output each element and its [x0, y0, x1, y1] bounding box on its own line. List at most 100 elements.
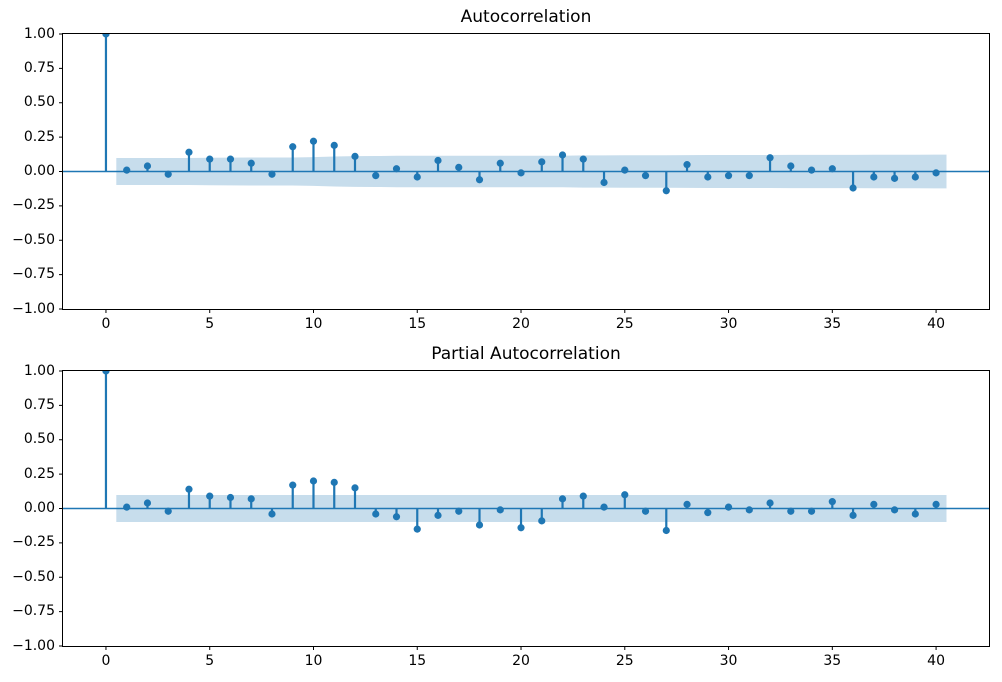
stem-marker: [413, 525, 421, 533]
stem-marker: [558, 151, 567, 159]
x-tick-label: 20: [512, 653, 530, 669]
plot-svg: [59, 370, 989, 650]
y-tick-label: 0.75: [23, 59, 55, 76]
stem-marker: [434, 511, 442, 519]
y-tick-label: −0.25: [12, 197, 55, 214]
stem-marker: [849, 184, 857, 192]
stem-marker: [164, 507, 172, 515]
stem-marker: [724, 172, 733, 180]
stem-marker: [579, 492, 587, 500]
x-tick-label: 30: [719, 316, 738, 332]
y-tick-label: 0.00: [23, 500, 55, 516]
stem-marker: [911, 173, 919, 181]
stem-marker: [932, 169, 940, 177]
y-tick-label: 0.75: [23, 396, 55, 413]
stem-marker: [766, 154, 774, 162]
stem-marker: [517, 169, 525, 177]
stem-marker: [185, 485, 193, 493]
pacf-axes: 1.00 0.75 0.50 0.25 0.00 −0.25 −0.50 −0.75 −1.00…: [12, 363, 990, 669]
stem-marker: [787, 162, 795, 170]
stem-marker: [890, 506, 899, 514]
stem-marker: [807, 507, 816, 515]
stem-marker: [289, 481, 297, 489]
x-tick-label: 30: [719, 653, 738, 669]
stem-marker: [828, 165, 836, 173]
stem-marker: [309, 137, 318, 145]
stem-marker: [392, 165, 401, 173]
stem-marker: [496, 506, 504, 514]
x-tick-label: 25: [615, 316, 634, 332]
stem-marker: [828, 498, 836, 506]
stem-marker: [351, 152, 359, 160]
stem-marker: [683, 161, 691, 169]
x-tick-label: 40: [927, 653, 945, 669]
stem-marker: [890, 174, 899, 182]
stem-marker: [372, 172, 380, 180]
stem-marker: [662, 187, 670, 195]
stem-marker: [102, 34, 110, 38]
x-tick-label: 5: [205, 316, 215, 332]
stem-marker: [268, 510, 276, 518]
stem-marker: [745, 506, 753, 514]
y-tick-label: 1.00: [23, 25, 55, 42]
stem-marker: [392, 513, 401, 521]
x-tick-label: 35: [823, 653, 842, 669]
stem-marker: [870, 500, 878, 508]
stem-marker: [475, 176, 484, 184]
x-tick-label: 40: [927, 316, 945, 332]
stem-marker: [247, 495, 255, 503]
stem-marker: [226, 493, 235, 502]
x-tick-label: 15: [408, 653, 427, 669]
stem-marker: [413, 173, 421, 181]
stem-marker: [351, 484, 359, 492]
plot-svg: [59, 33, 989, 313]
stem-marker: [475, 521, 484, 529]
y-tick-label: −0.50: [12, 231, 55, 248]
y-tick-label: −0.50: [12, 568, 55, 585]
y-tick-label: 0.50: [23, 431, 55, 448]
stem-marker: [517, 524, 525, 532]
stem-marker: [164, 170, 172, 178]
y-tick-label: −0.25: [12, 534, 55, 551]
stem-marker: [434, 156, 442, 165]
y-tick-label: −0.75: [12, 603, 55, 620]
stem-marker: [226, 155, 235, 163]
stem-marker: [247, 159, 255, 167]
stem-marker: [849, 511, 857, 519]
plot-area: [63, 371, 989, 535]
stem-marker: [289, 143, 297, 151]
x-tick-label: 0: [101, 316, 111, 332]
stem-marker: [102, 371, 110, 375]
stem-marker: [123, 503, 131, 511]
acf-axes: 1.00 0.75 0.50 0.25 0.00 −0.25 −0.50 −0.75 −1.00…: [12, 26, 990, 332]
stem-marker: [538, 517, 546, 525]
stem-marker: [330, 141, 338, 149]
stem-marker: [870, 173, 878, 181]
x-tick-label: 0: [101, 653, 111, 669]
stem-marker: [745, 172, 753, 180]
y-tick-label: 0.25: [23, 128, 55, 145]
y-tick-label: 0.00: [23, 163, 55, 179]
stem-marker: [309, 477, 318, 485]
stem-marker: [496, 159, 504, 167]
stem-marker: [143, 162, 152, 170]
stem-marker: [538, 158, 546, 166]
stem-marker: [911, 510, 919, 518]
y-tick-label: 0.25: [23, 465, 55, 482]
stems: [102, 34, 940, 195]
x-tick-label: 25: [615, 653, 634, 669]
stem-marker: [621, 166, 629, 174]
stem-marker: [268, 170, 276, 178]
pacf-title: Partial Autocorrelation: [431, 344, 621, 364]
stem-marker: [641, 172, 650, 180]
stem-marker: [807, 166, 816, 174]
y-tick-label: −1.00: [12, 300, 55, 317]
stem-marker: [621, 491, 629, 499]
stem-marker: [143, 499, 152, 507]
y-tick-label: −0.75: [12, 266, 55, 283]
stem-marker: [372, 510, 380, 518]
x-tick-label: 20: [512, 316, 530, 332]
stem-marker: [766, 499, 774, 507]
stem-marker: [579, 155, 587, 163]
